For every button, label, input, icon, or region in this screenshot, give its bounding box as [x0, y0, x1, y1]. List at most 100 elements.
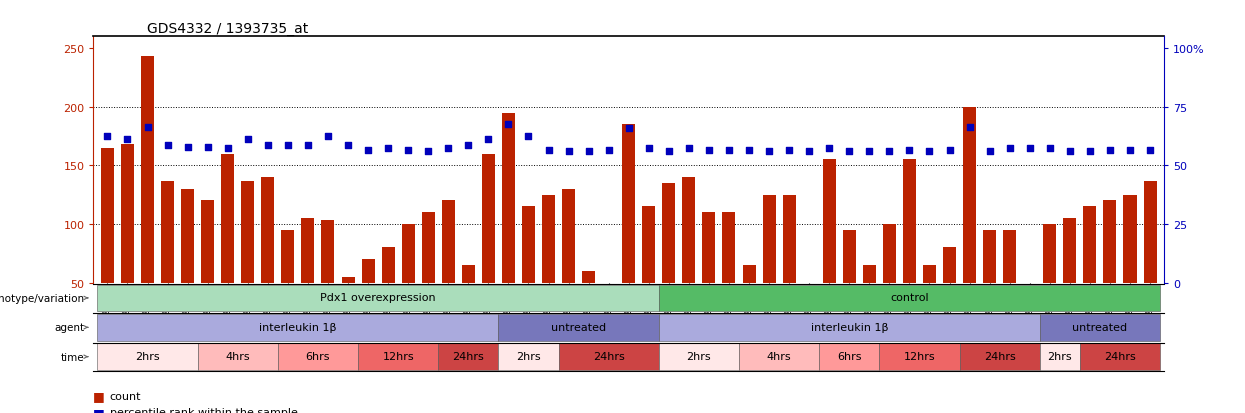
Point	[1079, 149, 1099, 155]
Bar	[502, 113, 515, 342]
Point	[579, 149, 599, 155]
Point	[698, 147, 718, 154]
Bar	[361, 259, 375, 342]
Point	[599, 147, 619, 154]
Point	[398, 147, 418, 154]
Point	[920, 149, 940, 155]
Point	[1000, 145, 1020, 152]
Point	[378, 145, 398, 152]
Bar	[883, 224, 896, 342]
Point	[559, 149, 579, 155]
Text: count: count	[110, 391, 141, 401]
Bar	[622, 125, 635, 342]
Text: 2hrs: 2hrs	[1047, 351, 1072, 361]
Point	[619, 125, 639, 132]
Text: GDS4332 / 1393735_at: GDS4332 / 1393735_at	[147, 22, 309, 36]
Bar	[542, 195, 555, 342]
Point	[258, 143, 278, 150]
Point	[418, 149, 438, 155]
Bar	[1023, 283, 1036, 342]
Point	[518, 133, 538, 140]
Bar	[301, 218, 315, 342]
Point	[879, 149, 899, 155]
FancyBboxPatch shape	[1079, 344, 1160, 370]
Point	[458, 143, 478, 150]
FancyBboxPatch shape	[659, 344, 740, 370]
Text: 2hrs: 2hrs	[686, 351, 711, 361]
Bar	[642, 207, 655, 342]
Point	[478, 137, 498, 143]
Text: percentile rank within the sample: percentile rank within the sample	[110, 407, 298, 413]
Text: agent: agent	[55, 323, 85, 332]
Bar	[583, 271, 595, 342]
Point	[899, 147, 919, 154]
Point	[438, 145, 458, 152]
Bar	[242, 181, 254, 342]
Bar	[843, 230, 855, 342]
Bar	[561, 189, 575, 342]
Text: 24hrs: 24hrs	[1104, 351, 1135, 361]
Text: 4hrs: 4hrs	[225, 351, 250, 361]
Text: 24hrs: 24hrs	[452, 351, 484, 361]
Bar	[141, 57, 154, 342]
Point	[158, 143, 178, 150]
Text: untreated: untreated	[552, 322, 606, 332]
FancyBboxPatch shape	[498, 344, 559, 370]
Bar	[261, 178, 274, 342]
FancyBboxPatch shape	[960, 344, 1040, 370]
Bar	[964, 107, 976, 342]
Bar	[682, 178, 696, 342]
FancyBboxPatch shape	[879, 344, 960, 370]
FancyBboxPatch shape	[819, 344, 879, 370]
Bar	[863, 265, 875, 342]
Point	[198, 144, 218, 150]
Bar	[722, 213, 736, 342]
Bar	[1003, 230, 1016, 342]
Point	[1120, 147, 1140, 154]
FancyBboxPatch shape	[359, 344, 438, 370]
Point	[178, 144, 198, 150]
Bar	[923, 265, 936, 342]
Point	[659, 149, 679, 155]
Bar	[382, 248, 395, 342]
Point	[97, 133, 117, 140]
Bar	[984, 230, 996, 342]
Point	[117, 137, 137, 143]
Bar	[281, 230, 294, 342]
FancyBboxPatch shape	[1040, 344, 1079, 370]
FancyBboxPatch shape	[97, 285, 659, 311]
Bar	[1043, 224, 1056, 342]
Point	[639, 145, 659, 152]
Bar	[1143, 181, 1157, 342]
Point	[679, 145, 698, 152]
Point	[779, 147, 799, 154]
Point	[298, 143, 317, 150]
Text: time: time	[61, 352, 85, 362]
Bar	[121, 145, 134, 342]
Point	[339, 143, 359, 150]
Bar	[942, 248, 956, 342]
Bar	[181, 189, 194, 342]
Point	[1101, 147, 1120, 154]
Text: Pdx1 overexpression: Pdx1 overexpression	[320, 293, 436, 303]
Point	[1020, 145, 1040, 152]
Bar	[1103, 201, 1117, 342]
Text: 4hrs: 4hrs	[767, 351, 792, 361]
Text: 2hrs: 2hrs	[517, 351, 540, 361]
FancyBboxPatch shape	[438, 344, 498, 370]
Point	[960, 124, 980, 131]
Text: untreated: untreated	[1072, 322, 1128, 332]
Bar	[422, 213, 435, 342]
Bar	[1063, 218, 1077, 342]
FancyBboxPatch shape	[740, 344, 819, 370]
Bar	[662, 183, 675, 342]
Text: 12hrs: 12hrs	[904, 351, 935, 361]
Bar	[442, 201, 454, 342]
Bar	[1083, 207, 1097, 342]
Point	[137, 124, 157, 131]
Bar	[742, 265, 756, 342]
Bar	[823, 160, 835, 342]
Point	[819, 145, 839, 152]
Bar	[903, 160, 916, 342]
Bar	[101, 148, 115, 342]
